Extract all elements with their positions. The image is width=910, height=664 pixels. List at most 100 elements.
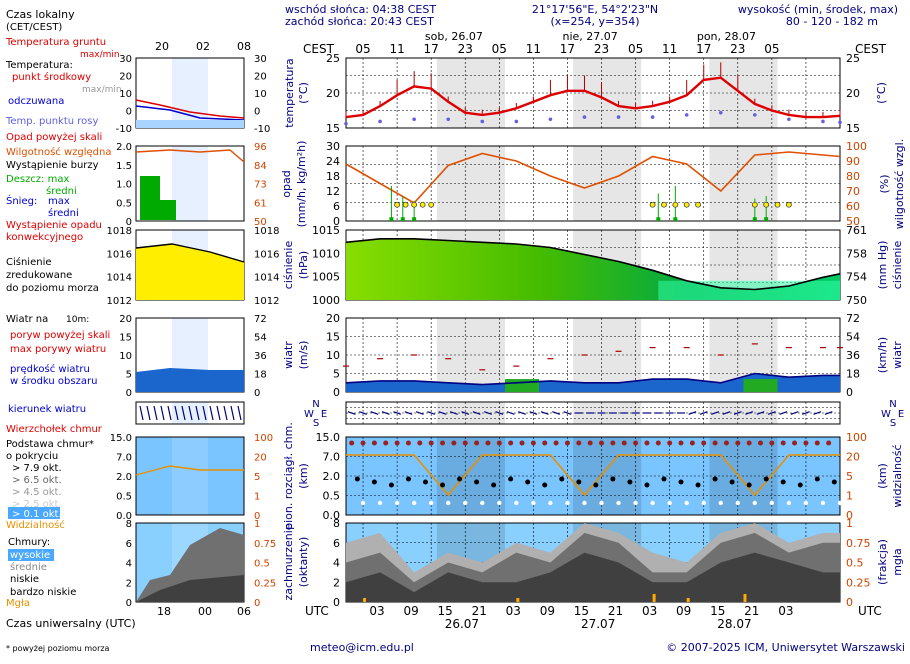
axis-tick: 0 [333,215,340,228]
cloud-top-dot [564,440,570,446]
height-title: wysokość (min, środek, max) [738,3,898,16]
cloud-base-dot-light [531,500,536,506]
cloud-base-dot-light [565,500,570,506]
compass-w-right: W [881,409,891,420]
legend-tick-right: 30 [254,54,267,65]
email-link[interactable]: meteo@icm.edu.pl [310,641,414,654]
hour-bottom: 03 [369,604,384,618]
cloud-base-dot-light [599,500,604,506]
day-top: pon, 28.07 [697,30,756,43]
cloud-top-dot [644,440,650,446]
wind-arrow [427,411,436,415]
cloud-base-dot-light [548,500,553,506]
legend-tick-right: 0.75 [254,539,276,550]
legend-winddir: kierunek wiatru [8,404,86,415]
wind-arrow [483,411,492,415]
cloud-base-dot [508,476,514,482]
hour-top: 05 [355,42,370,56]
sunrise: wschód słońca: 04:38 CEST [285,3,436,16]
axis-tick-right: 1 [846,517,853,530]
cloud-top-dot [780,440,786,446]
legend-wind-arrow [160,405,165,421]
label: wilgotność wzgl. [893,139,906,229]
temperature-series [344,62,842,126]
legend-conv-2: konwekcyjnego [6,232,83,243]
legend-ground: Temperatura gruntu [5,37,106,48]
panel-cloudbase [345,436,841,516]
legend-tick: 2.0 [116,142,132,153]
axis-tick: 20 [326,87,340,100]
cloud-base-dot [457,476,463,482]
axis-tick-right: 100 [846,431,867,444]
wind-arrow [779,411,788,415]
compass-e: E [321,409,327,420]
legend-hour-labels-bottom: 18 00 06 [157,605,251,618]
axis-tick-right: 90 [846,155,860,168]
legend-night [172,146,208,221]
legend-tick-right: 36 [254,351,267,362]
pressure-line [345,238,841,291]
cloud-base-dot [371,479,377,485]
day-top: sob, 26.07 [425,30,483,43]
humidity-line [345,151,841,205]
hour-bottom: 15 [710,604,725,618]
label: (mm Hg) [876,241,889,290]
cloud-base-dot [627,479,633,485]
cloud-layer [346,552,840,602]
pressure-series [345,238,841,300]
axis-tick-right: 0 [846,509,853,522]
fog-bar [516,598,520,602]
storm-dot [428,201,435,208]
dewpoint-dot [684,113,689,117]
legend-tick-right: 1014 [254,273,279,284]
legend-oct: > 4.5 okt. [12,487,62,498]
wind-arrow [472,411,481,415]
cloud-base-dot-light [650,500,655,506]
winddir-series [347,411,833,415]
legend-temp-minmax: max/min [82,85,122,95]
legend-tick: 0.0 [116,511,132,522]
hour-bottom: 03 [642,604,657,618]
legend-clouds-title: Chmury: [8,537,50,548]
footnote: * powyżej poziomu morza [6,644,110,653]
legend-tick: 30 [119,54,132,65]
label: (°C) [875,82,888,104]
legend-cloud-low [136,575,244,602]
fog-bar [652,594,656,602]
hour-top: 17 [424,42,439,56]
precip-mean-bar [412,217,417,221]
day-labels-bottom: 26.07 27.07 28.07 [445,617,752,631]
legend-night [172,58,208,128]
wind-arrow [813,411,822,415]
cloud-top-dot [474,440,480,446]
label: (hPa) [297,251,310,279]
cloud-base-dot [746,482,752,488]
cloud-base-dot [678,479,684,485]
legend-tick: 2.0 [116,472,132,483]
hour-bottom: 21 [472,604,487,618]
precip-mean-bar [752,217,757,221]
label: zachmurzenie [282,523,295,600]
label: (km/h) [876,337,889,373]
cloud-base-dot-light [463,500,468,506]
day-bottom: 28.07 [717,617,751,631]
day-bottom: 27.07 [581,617,615,631]
copyright: © 2007-2025 ICM, Uniwersytet Warszawski [666,641,905,654]
legend-pressure-3: do poziomu morza [6,283,99,294]
cloud-top-dot [655,440,661,446]
legend-tick-right: 61 [254,198,267,209]
legend-tick: 10 [119,351,132,362]
legend-tick: 5 [126,370,132,381]
cloud-top-dot [428,440,434,446]
cloud-base-dot-light [701,500,706,506]
wind-arrow [529,411,538,415]
hour-top: 05 [492,42,507,56]
cloud-top-dot [530,440,536,446]
legend-tick-right: -10 [254,124,270,135]
legend-precip-above: Opad powyżej skali [6,132,102,143]
wind-speed-area [346,373,840,392]
dewpoint-dot [753,113,757,117]
axis-tick: 2 [333,576,340,589]
axis-tick-right: 80 [846,170,860,183]
